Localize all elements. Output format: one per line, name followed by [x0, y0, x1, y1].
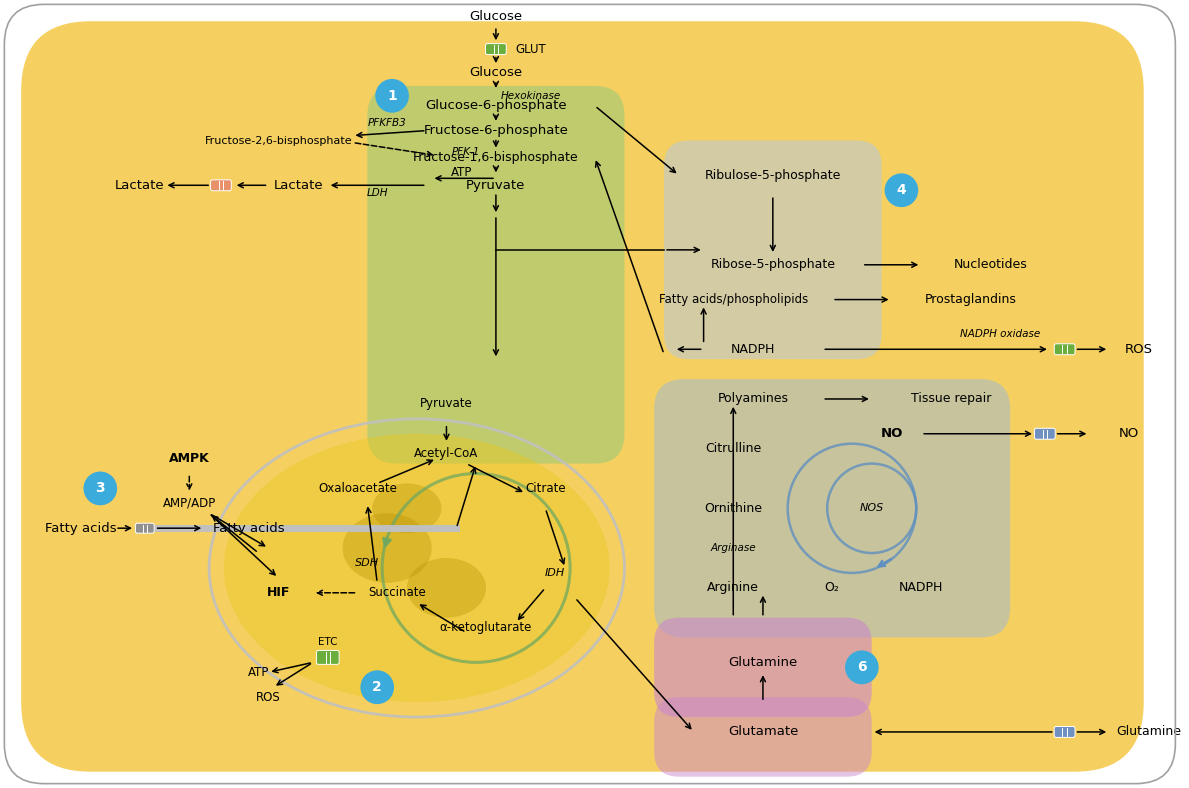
- Circle shape: [360, 671, 394, 704]
- Text: Lactate: Lactate: [115, 179, 164, 191]
- FancyBboxPatch shape: [654, 618, 872, 717]
- Text: ATP: ATP: [247, 666, 269, 678]
- FancyBboxPatch shape: [367, 86, 624, 463]
- Text: NADPH oxidase: NADPH oxidase: [961, 329, 1040, 340]
- FancyBboxPatch shape: [1034, 429, 1055, 439]
- FancyBboxPatch shape: [21, 21, 1144, 771]
- Text: Arginase: Arginase: [711, 543, 756, 553]
- Text: Fatty acids: Fatty acids: [213, 522, 284, 535]
- Text: 3: 3: [95, 481, 105, 496]
- Text: SDH: SDH: [356, 558, 379, 568]
- Text: ROS: ROS: [256, 690, 281, 704]
- FancyBboxPatch shape: [654, 697, 872, 777]
- Text: Prostaglandins: Prostaglandins: [925, 293, 1017, 306]
- Text: Fatty acids/phospholipids: Fatty acids/phospholipids: [659, 293, 807, 306]
- Circle shape: [885, 173, 918, 207]
- FancyBboxPatch shape: [136, 523, 155, 533]
- Text: PFK-1: PFK-1: [452, 147, 480, 158]
- Text: GLUT: GLUT: [515, 43, 546, 56]
- Text: Ribulose-5-phosphate: Ribulose-5-phosphate: [705, 169, 841, 182]
- Text: HIF: HIF: [266, 586, 290, 600]
- Text: Oxaloacetate: Oxaloacetate: [317, 482, 397, 495]
- Text: α-ketoglutarate: α-ketoglutarate: [440, 621, 533, 634]
- Text: Tissue repair: Tissue repair: [911, 392, 992, 406]
- Text: O₂: O₂: [825, 582, 839, 594]
- FancyBboxPatch shape: [316, 650, 339, 664]
- Text: Glucose-6-phosphate: Glucose-6-phosphate: [426, 99, 567, 112]
- Ellipse shape: [342, 513, 432, 583]
- Circle shape: [83, 471, 117, 505]
- Ellipse shape: [224, 433, 610, 702]
- Text: 1: 1: [388, 89, 397, 102]
- FancyBboxPatch shape: [663, 140, 881, 359]
- Text: 4: 4: [897, 184, 906, 197]
- Text: NO: NO: [880, 427, 902, 440]
- Text: Nucleotides: Nucleotides: [954, 258, 1027, 271]
- FancyBboxPatch shape: [1055, 727, 1075, 738]
- Text: Pyruvate: Pyruvate: [420, 397, 473, 411]
- Text: 6: 6: [857, 660, 867, 675]
- Text: NADPH: NADPH: [899, 582, 943, 594]
- Text: NO: NO: [1119, 427, 1139, 440]
- Text: Glucose: Glucose: [470, 66, 522, 80]
- Text: Fructose-6-phosphate: Fructose-6-phosphate: [423, 124, 568, 137]
- Circle shape: [376, 79, 409, 113]
- Text: Hexokinase: Hexokinase: [501, 91, 561, 101]
- Ellipse shape: [407, 558, 486, 618]
- Text: Arginine: Arginine: [707, 582, 760, 594]
- Text: Fructose-1,6-bisphosphate: Fructose-1,6-bisphosphate: [413, 151, 579, 164]
- Text: NADPH: NADPH: [731, 343, 775, 355]
- Text: Acetyl-CoA: Acetyl-CoA: [414, 447, 479, 460]
- Text: Succinate: Succinate: [369, 586, 426, 600]
- Text: Lactate: Lactate: [273, 179, 323, 191]
- Text: IDH: IDH: [545, 568, 566, 578]
- Text: Fatty acids: Fatty acids: [45, 522, 117, 535]
- Text: Glutamine: Glutamine: [1116, 726, 1181, 738]
- Text: AMPK: AMPK: [169, 452, 209, 465]
- Text: Ornithine: Ornithine: [704, 502, 762, 515]
- Text: Glucose: Glucose: [470, 9, 522, 23]
- FancyBboxPatch shape: [485, 43, 507, 54]
- Text: 2: 2: [372, 680, 382, 694]
- Text: ATP: ATP: [451, 165, 472, 179]
- Text: AMP/ADP: AMP/ADP: [163, 497, 216, 510]
- Text: LDH: LDH: [366, 188, 388, 199]
- Text: Fructose-2,6-bisphosphate: Fructose-2,6-bisphosphate: [205, 136, 352, 146]
- FancyBboxPatch shape: [210, 180, 232, 191]
- Text: Citrate: Citrate: [526, 482, 566, 495]
- Text: PFKFB3: PFKFB3: [367, 117, 407, 128]
- Text: NOS: NOS: [860, 504, 883, 513]
- FancyBboxPatch shape: [1055, 344, 1075, 355]
- Text: ROS: ROS: [1125, 343, 1153, 355]
- Text: Ribose-5-phosphate: Ribose-5-phosphate: [710, 258, 836, 271]
- Circle shape: [845, 650, 879, 684]
- Text: Pyruvate: Pyruvate: [466, 179, 526, 191]
- FancyBboxPatch shape: [654, 379, 1011, 637]
- Text: Polyamines: Polyamines: [717, 392, 788, 406]
- Text: ETC: ETC: [317, 637, 338, 648]
- Text: Glutamine: Glutamine: [729, 656, 798, 669]
- Text: Citrulline: Citrulline: [705, 442, 761, 455]
- Text: Glutamate: Glutamate: [728, 726, 798, 738]
- Ellipse shape: [372, 484, 441, 533]
